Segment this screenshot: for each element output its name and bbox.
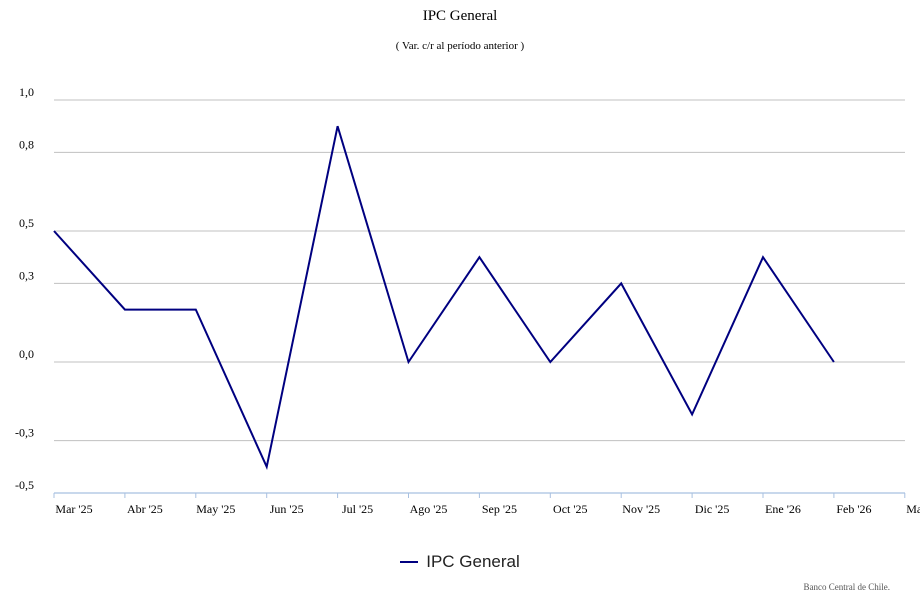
y-tick-label: 0,0 bbox=[19, 347, 34, 361]
y-axis-tick-labels: 1,0 0,8 0,5 0,3 0,0 -0,3 -0,5 bbox=[15, 85, 34, 492]
chart-title: IPC General bbox=[422, 8, 498, 24]
x-tick-label: Dic '25 bbox=[695, 502, 730, 516]
grid-lines bbox=[54, 99, 905, 442]
x-tick-label: Abr '25 bbox=[127, 502, 163, 516]
y-tick-label: 0,8 bbox=[19, 137, 34, 151]
legend-swatch bbox=[400, 561, 419, 563]
x-tick-label: Nov '25 bbox=[622, 502, 660, 516]
x-tick-label: May '25 bbox=[196, 502, 235, 516]
legend[interactable]: IPC General bbox=[0, 552, 920, 572]
series-line-ipc-general bbox=[53, 125, 835, 471]
y-tick-label: -0,3 bbox=[15, 426, 34, 440]
y-tick-label: 0,3 bbox=[19, 268, 34, 282]
y-tick-label: 1,0 bbox=[19, 85, 34, 99]
legend-label: IPC General bbox=[426, 552, 520, 571]
x-tick-label: Jul '25 bbox=[342, 502, 373, 516]
x-axis: Mar '25 Abr '25 May '25 Jun '25 Jul '25 Ago '… bbox=[53, 492, 920, 516]
x-tick-label: Mar '25 bbox=[55, 502, 92, 516]
x-tick-label: Mar '26 bbox=[906, 502, 920, 516]
x-tick-label: Ago '25 bbox=[410, 502, 448, 516]
x-tick-label: Feb '26 bbox=[836, 502, 871, 516]
y-tick-label: -0,5 bbox=[15, 478, 34, 492]
source-credit: Banco Central de Chile. bbox=[803, 582, 890, 592]
y-tick-label: 0,5 bbox=[19, 216, 34, 230]
x-tick-label: Jun '25 bbox=[270, 502, 304, 516]
x-tick-label: Ene '26 bbox=[765, 502, 801, 516]
x-tick-label: Sep '25 bbox=[482, 502, 517, 516]
series-layer bbox=[53, 125, 835, 471]
x-tick-label: Oct '25 bbox=[553, 502, 588, 516]
chart-subtitle: ( Var. c/r al período anterior ) bbox=[395, 40, 525, 52]
